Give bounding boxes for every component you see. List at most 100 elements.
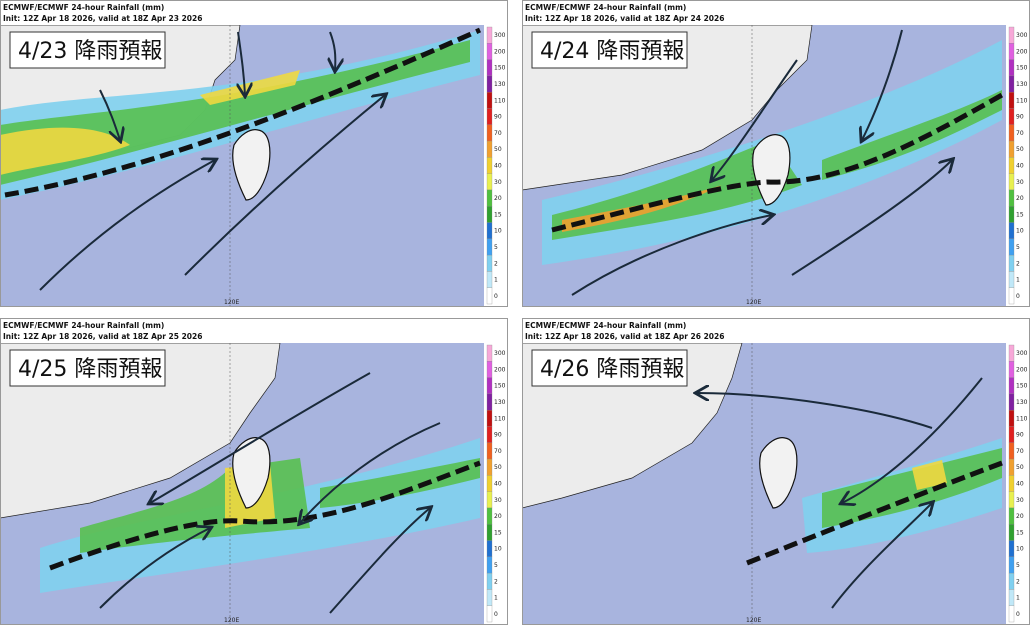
colorbar-swatch	[1008, 287, 1015, 305]
colorbar-swatch	[486, 361, 493, 378]
colorbar-label: 2	[494, 578, 498, 585]
colorbar-swatch	[486, 589, 493, 606]
colorbar-swatch	[486, 426, 493, 443]
rain-area	[912, 460, 947, 490]
colorbar-swatch	[486, 108, 493, 125]
colorbar-label: 200	[494, 366, 506, 373]
colorbar-label: 70	[1016, 130, 1024, 137]
colorbar-swatch	[1008, 540, 1015, 557]
longitude-label: 120E	[746, 617, 761, 624]
label-box	[531, 349, 688, 387]
colorbar-swatch	[486, 157, 493, 174]
colorbar-swatch	[1008, 254, 1015, 272]
taiwan	[232, 129, 271, 201]
colorbar-label: 70	[1016, 448, 1024, 455]
colorbar-swatch	[1008, 344, 1015, 362]
colorbar-swatch	[1008, 556, 1015, 574]
colorbar-label: 2	[1016, 578, 1020, 585]
colorbar-swatch	[486, 271, 493, 288]
colorbar-swatch	[1008, 491, 1015, 509]
colorbar-swatch	[486, 524, 493, 541]
colorbar-swatch	[486, 173, 493, 191]
colorbar-label: 15	[1016, 529, 1024, 536]
front-line	[551, 92, 1004, 233]
colorbar-swatch	[1008, 92, 1015, 109]
colorbar-label: 1	[1016, 277, 1020, 284]
colorbar-swatch	[1008, 442, 1015, 460]
panel-label: 4/26 降雨預報	[540, 357, 684, 382]
colorbar-label: 150	[1016, 65, 1028, 72]
colorbar-label: 150	[494, 383, 506, 390]
colorbar-label: 130	[1016, 399, 1028, 406]
colorbar-label: 200	[1016, 366, 1028, 373]
colorbar-label: 1	[494, 277, 498, 284]
colorbar-label: 30	[494, 179, 502, 186]
header-bg	[522, 318, 1030, 343]
colorbar-swatch	[1008, 393, 1015, 411]
colorbar-label: 50	[494, 146, 502, 153]
flow-arrow	[791, 160, 952, 276]
colorbar-label: 1	[1016, 595, 1020, 602]
colorbar-label: 50	[494, 464, 502, 471]
colorbar-label: 15	[494, 211, 502, 218]
colorbar-swatch	[1008, 140, 1015, 158]
colorbar-label: 5	[494, 244, 498, 251]
rain-area	[320, 458, 480, 508]
colorbar-label: 20	[494, 513, 502, 520]
colorbar-swatch	[486, 344, 493, 362]
colorbar-label: 1	[494, 595, 498, 602]
panel-label: 4/23 降雨預報	[18, 39, 162, 64]
flow-arrow	[99, 89, 120, 140]
longitude-label: 120E	[224, 299, 239, 306]
colorbar-label: 300	[494, 32, 506, 39]
colorbar-swatch	[486, 238, 493, 256]
flow-arrow	[862, 29, 903, 140]
colorbar-label: 200	[494, 48, 506, 55]
colorbar-label: 150	[1016, 383, 1028, 390]
colorbar-swatch	[1008, 26, 1015, 44]
colorbar-label: 110	[494, 415, 506, 422]
flow-arrow	[330, 31, 335, 70]
colorbar-swatch	[1008, 59, 1015, 77]
colorbar-swatch	[486, 26, 493, 44]
colorbar-label: 40	[494, 163, 502, 170]
colorbar-label: 130	[1016, 81, 1028, 88]
label-box	[9, 31, 166, 69]
panel-title: ECMWF/ECMWF 24-hour Rainfall (mm)	[525, 321, 686, 330]
colorbar-swatch	[1008, 475, 1015, 492]
map-panel: 120E ECMWF/ECMWF 24-hour Rainfall (mm) Ini…	[522, 318, 1030, 625]
colorbar-label: 90	[1016, 114, 1024, 121]
header-bg	[522, 0, 1030, 25]
colorbar-label: 110	[494, 97, 506, 104]
colorbar-swatch	[486, 75, 493, 93]
front-line	[4, 27, 482, 198]
colorbar-swatch	[486, 124, 493, 142]
colorbar-label: 5	[1016, 562, 1020, 569]
colorbar-swatch	[486, 287, 493, 305]
colorbar-label: 90	[494, 114, 502, 121]
colorbar-swatch	[1008, 206, 1015, 223]
colorbar-label: 0	[1016, 611, 1020, 618]
colorbar-swatch	[1008, 361, 1015, 378]
rain-area	[0, 127, 130, 175]
flow-arrow	[150, 372, 371, 503]
colorbar-label: 0	[494, 293, 498, 300]
colorbar-label: 300	[1016, 32, 1028, 39]
colorbar-swatch	[486, 206, 493, 223]
colorbar-label: 15	[494, 529, 502, 536]
colorbar-label: 10	[494, 546, 502, 553]
header-bg	[0, 318, 508, 343]
map-panel: 120E ECMWF/ECMWF 24-hour Rainfall (mm) Ini…	[0, 318, 508, 625]
colorbar-swatch	[486, 475, 493, 492]
panel-init: Init: 12Z Apr 18 2026, valid at 18Z Apr …	[3, 14, 202, 23]
colorbar-label: 40	[1016, 481, 1024, 488]
colorbar-label: 20	[494, 195, 502, 202]
colorbar-swatch	[1008, 507, 1015, 525]
colorbar-label: 5	[494, 562, 498, 569]
panel-title: ECMWF/ECMWF 24-hour Rainfall (mm)	[3, 321, 164, 330]
longitude-label: 120E	[224, 617, 239, 624]
panel-border	[522, 0, 1030, 307]
flow-arrow	[39, 160, 215, 291]
taiwan	[752, 134, 791, 206]
